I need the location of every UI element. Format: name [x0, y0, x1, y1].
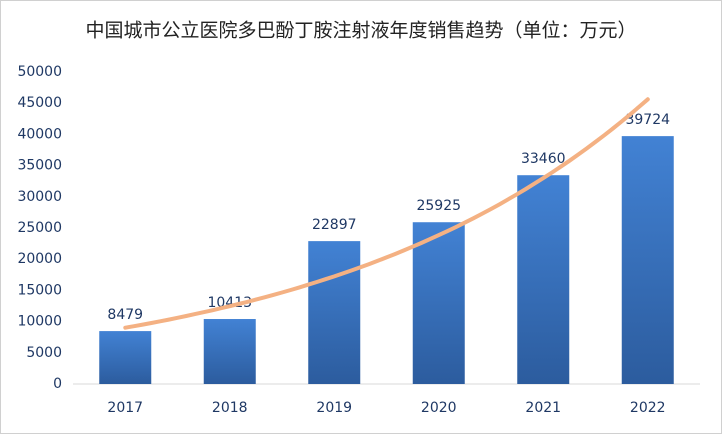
value-label: 25925: [416, 198, 461, 214]
value-label: 8479: [107, 307, 143, 323]
y-tick-label: 25000: [17, 220, 62, 236]
bar: [203, 319, 256, 384]
x-tick-label: 2021: [525, 400, 561, 416]
trendline: [123, 97, 650, 330]
y-tick-label: 5000: [26, 345, 62, 361]
value-label: 39724: [625, 112, 670, 128]
chart-title: 中国城市公立医院多巴酚丁胺注射液年度销售趋势（单位：万元）: [85, 20, 636, 42]
y-tick-label: 30000: [17, 189, 62, 205]
bar: [412, 222, 465, 384]
x-tick-label: 2020: [421, 400, 457, 416]
y-tick-label: 50000: [17, 64, 62, 80]
x-tick-label: 2017: [107, 400, 143, 416]
x-tick-label: 2019: [316, 400, 352, 416]
x-tick-label: 2022: [630, 400, 666, 416]
bar: [308, 241, 361, 384]
y-tick-label: 35000: [17, 158, 62, 174]
value-label: 22897: [312, 217, 357, 233]
y-tick-label: 10000: [17, 314, 62, 330]
y-tick-label: 45000: [17, 95, 62, 111]
y-tick-label: 15000: [17, 282, 62, 298]
value-label: 33460: [521, 151, 566, 167]
y-tick-label: 20000: [17, 251, 62, 267]
y-tick-label: 0: [53, 376, 62, 392]
bar: [99, 331, 152, 384]
y-tick-label: 40000: [17, 126, 62, 142]
bar: [621, 136, 674, 384]
bar: [517, 175, 570, 384]
x-tick-label: 2018: [212, 400, 248, 416]
